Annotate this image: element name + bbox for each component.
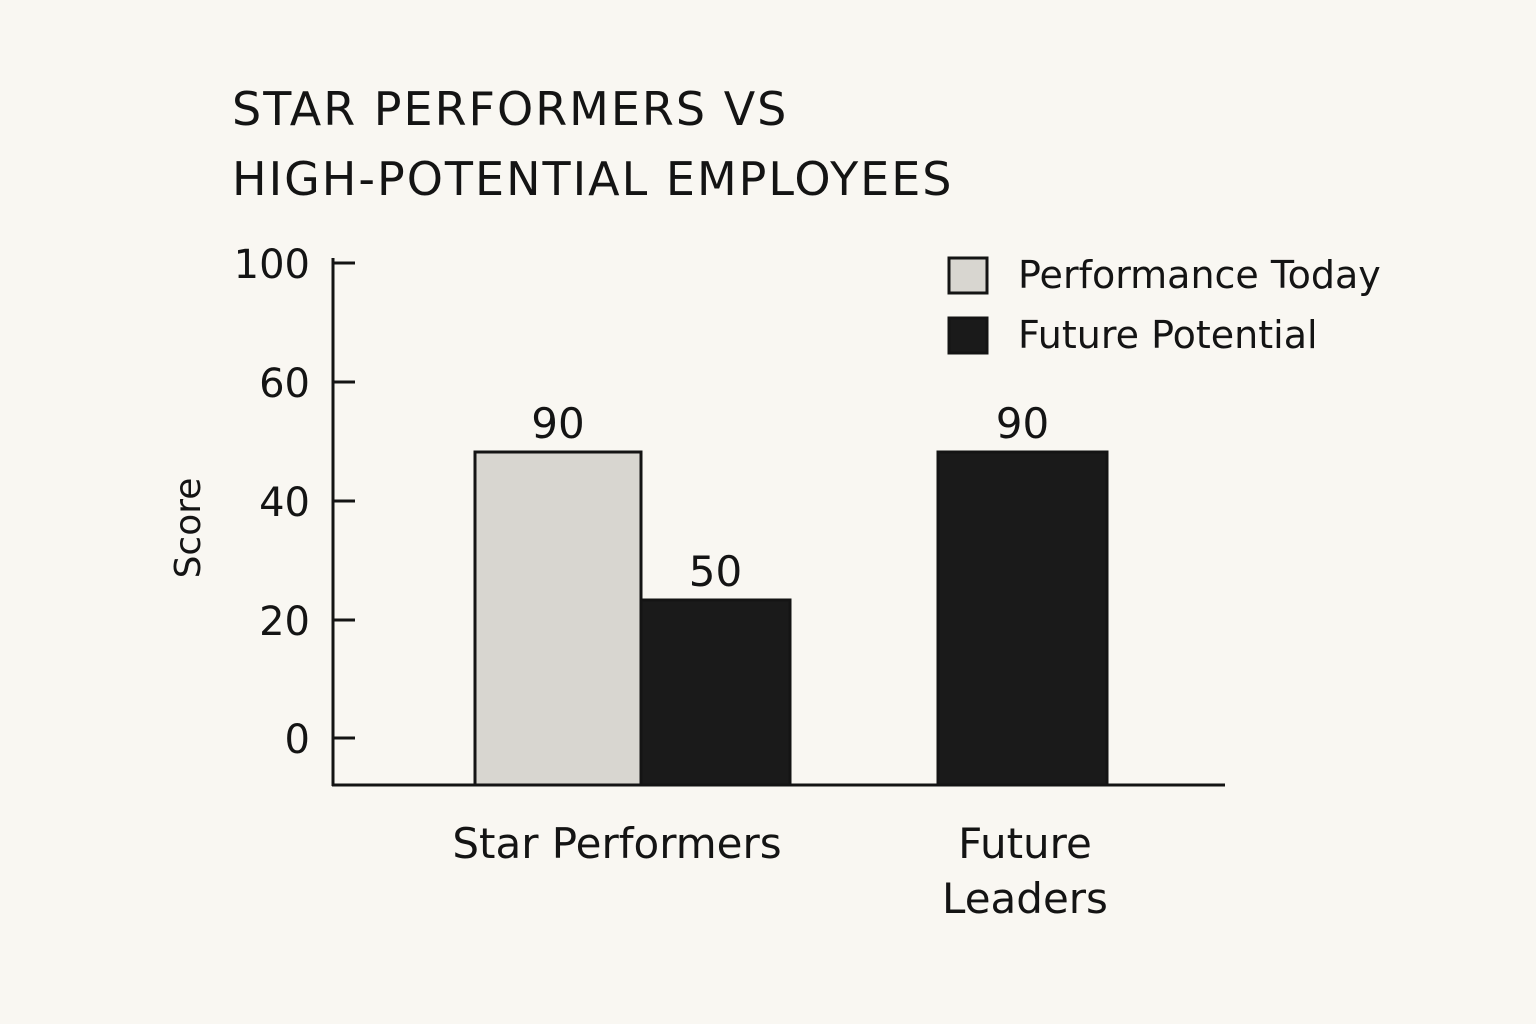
y-axis-label: Score (168, 478, 209, 579)
chart-title-line-1: STAR PERFORMERS VS (232, 82, 789, 136)
chart-title-line-2: HIGH-POTENTIAL EMPLOYEES (232, 152, 954, 206)
legend-swatch (947, 316, 989, 355)
legend-swatch (947, 256, 989, 295)
y-tick-label: 20 (259, 599, 310, 645)
bar-value-label: 90 (531, 399, 584, 448)
y-tick-label: 100 (234, 242, 310, 288)
bar-future-potential (639, 598, 792, 787)
x-category-label: Star Performers (452, 819, 781, 868)
legend-label: Performance Today (1018, 253, 1381, 297)
y-tick-label: 60 (259, 361, 310, 407)
y-tick-label: 0 (285, 717, 310, 763)
bar-value-label: 90 (996, 399, 1049, 448)
bar-value-label: 50 (689, 547, 742, 596)
x-category-label: Future (958, 819, 1092, 868)
legend-label: Future Potential (1018, 313, 1318, 357)
x-category-label: Leaders (942, 874, 1108, 923)
y-tick-label: 40 (259, 480, 310, 526)
bar-future-potential (936, 450, 1109, 787)
chart-title: STAR PERFORMERS VS HIGH-POTENTIAL EMPLOY… (232, 74, 954, 214)
bar-performance-today (473, 450, 643, 787)
